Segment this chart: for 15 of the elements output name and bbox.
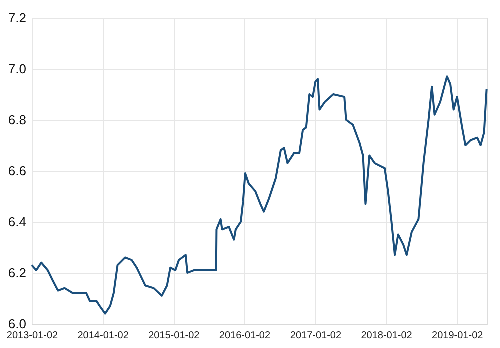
y-tick-label: 6.4 — [8, 214, 26, 230]
y-tick-label: 6.6 — [8, 164, 26, 178]
x-tick-label: 2013-01-02 — [6, 330, 59, 342]
x-tick-label: 2017-01-02 — [290, 330, 342, 342]
line-series — [31, 76, 488, 315]
y-tick-label: 7.2 — [8, 10, 26, 26]
y-tick-label: 7.0 — [8, 62, 26, 76]
y-tick-label: 6.2 — [8, 266, 26, 280]
y-tick-label: 6.8 — [8, 112, 26, 128]
x-tick-label: 2016-01-02 — [219, 330, 271, 342]
y-tick-label: 6.0 — [8, 316, 26, 332]
x-tick-label: 2014-01-02 — [78, 330, 130, 342]
x-tick-label: 2015-01-02 — [148, 330, 200, 342]
x-tick-label: 2018-01-02 — [361, 330, 413, 342]
x-tick-label: 2019-01-02 — [432, 330, 484, 342]
